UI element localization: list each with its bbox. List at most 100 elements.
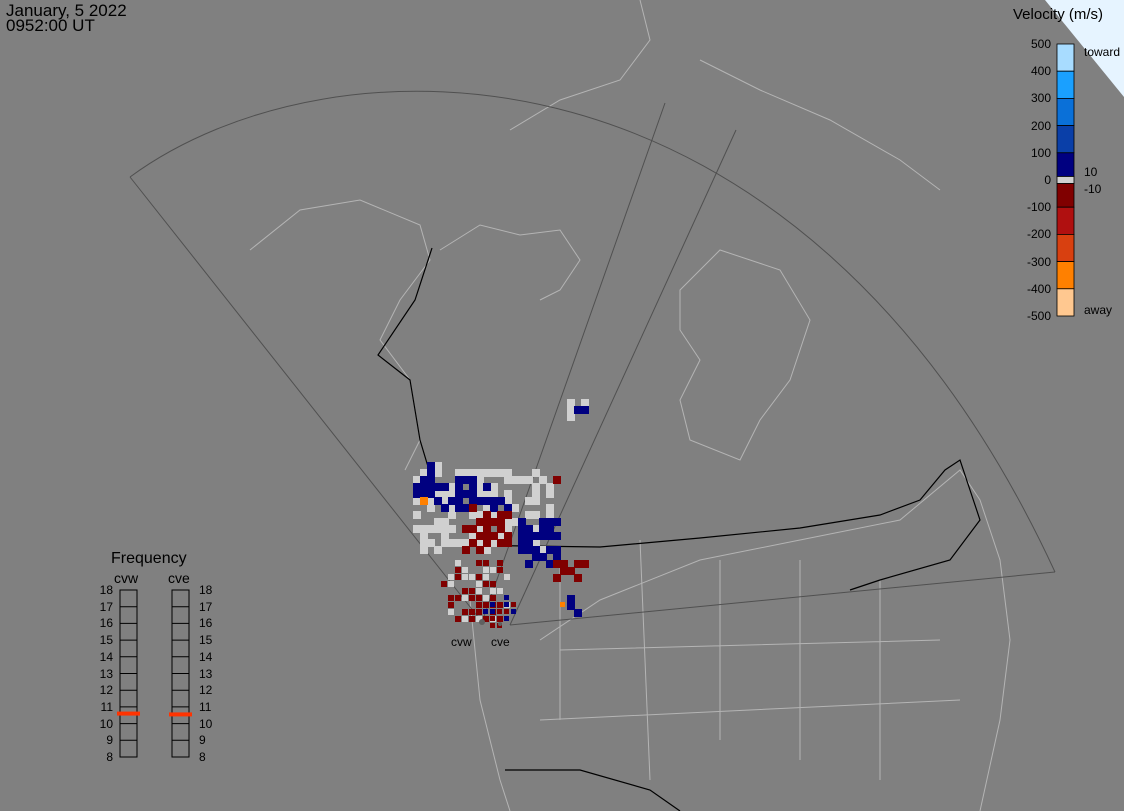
velocity-cell (469, 574, 475, 580)
velocity-cell (420, 525, 428, 533)
velocity-cell (546, 504, 554, 512)
velocity-cell (455, 574, 461, 580)
velocity-cell (497, 518, 505, 526)
velocity-cell (504, 532, 512, 540)
velocity-cell (462, 616, 468, 622)
velocity-cell (413, 476, 421, 484)
velocity-cell (511, 518, 519, 526)
velocity-cell (462, 595, 468, 601)
velocity-cell (441, 539, 449, 547)
velocity-cell (497, 525, 505, 533)
velocity-cell (483, 616, 489, 622)
velocity-cell (567, 567, 575, 575)
velocity-cell (476, 609, 482, 615)
colorbar-tick: -500 (1026, 309, 1051, 323)
velocity-cell (427, 476, 435, 484)
velocity-cell (483, 490, 491, 498)
velocity-cell (455, 504, 463, 512)
frequency-tick-left: 18 (99, 583, 113, 597)
velocity-cell (567, 406, 575, 414)
velocity-cell (469, 609, 475, 615)
velocity-cell (476, 588, 482, 594)
velocity-cell (427, 525, 435, 533)
velocity-cell (476, 469, 484, 477)
away-label: away (1084, 303, 1113, 317)
velocity-cell (504, 525, 512, 533)
velocity-cell (476, 546, 484, 554)
velocity-cell (483, 511, 491, 519)
velocity-cell (469, 616, 475, 622)
colorbar-segment (1056, 176, 1075, 184)
velocity-cell (518, 532, 526, 540)
velocity-cell (476, 539, 484, 547)
velocity-cell (490, 511, 498, 519)
velocity-cell (427, 504, 435, 512)
velocity-cell (476, 532, 484, 540)
velocity-cell (434, 462, 442, 470)
velocity-cell (448, 574, 454, 580)
velocity-cell (434, 546, 442, 554)
velocity-cell (455, 497, 463, 505)
velocity-cell (490, 469, 498, 477)
velocity-cell (462, 574, 468, 580)
velocity-cell (455, 560, 461, 566)
velocity-cell (469, 497, 477, 505)
velocity-cell (476, 518, 484, 526)
velocity-cell (469, 504, 477, 512)
velocity-cell (553, 574, 561, 582)
velocity-cell (448, 595, 454, 601)
velocity-cell (462, 504, 470, 512)
velocity-cell (434, 525, 442, 533)
frequency-title: Frequency (111, 550, 187, 567)
velocity-cell (497, 616, 502, 621)
colorbar-tick: -100 (1026, 200, 1051, 215)
velocity-cell (539, 525, 547, 533)
velocity-cell (525, 525, 533, 533)
velocity-cell (497, 511, 505, 519)
frequency-marker-cvw (117, 711, 140, 716)
velocity-cell (476, 560, 482, 566)
velocity-cell (546, 525, 554, 533)
velocity-cell (455, 567, 461, 573)
velocity-cell (420, 469, 428, 477)
frequency-tick-right: 16 (199, 616, 213, 631)
velocity-cell (448, 525, 456, 533)
velocity-cell (448, 511, 456, 519)
velocity-cell (441, 483, 449, 491)
velocity-cell (469, 595, 475, 601)
velocity-cell (420, 546, 428, 554)
colorbar-segment (1056, 261, 1075, 290)
radar-fov (129, 90, 1056, 626)
velocity-cell (483, 567, 489, 573)
radar-site-cvw (479, 619, 485, 625)
velocity-cell (490, 616, 495, 621)
velocity-cell (525, 497, 533, 505)
frequency-tick-right: 9 (199, 733, 206, 748)
radar-site-cve (498, 622, 502, 626)
colorbar-segment (1056, 206, 1075, 235)
velocity-cell (504, 539, 512, 547)
gs-upper-label: 10 (1084, 165, 1098, 179)
velocity-cell (546, 560, 554, 568)
velocity-cell (504, 616, 509, 621)
velocity-cell (455, 595, 461, 601)
velocity-cell (532, 525, 540, 533)
velocity-cell (504, 595, 509, 600)
velocity-cell (518, 546, 526, 554)
colorbar-title: Velocity (m/s) (1013, 6, 1104, 23)
velocity-cell (469, 588, 475, 594)
velocity-cell (448, 504, 456, 512)
frequency-tick-right: 10 (199, 716, 213, 731)
velocity-cell (441, 490, 449, 498)
velocity-cell (476, 595, 482, 601)
velocity-cell (546, 518, 554, 526)
velocity-cell (469, 511, 477, 519)
velocity-cell (497, 560, 503, 566)
time-label: 0952:00 UT (6, 16, 95, 35)
velocity-cell (532, 490, 540, 498)
velocity-cell (476, 483, 484, 491)
velocity-cell (462, 609, 468, 615)
velocity-colorbar (1056, 43, 1075, 317)
velocity-cell (462, 525, 470, 533)
velocity-cell (518, 476, 526, 484)
